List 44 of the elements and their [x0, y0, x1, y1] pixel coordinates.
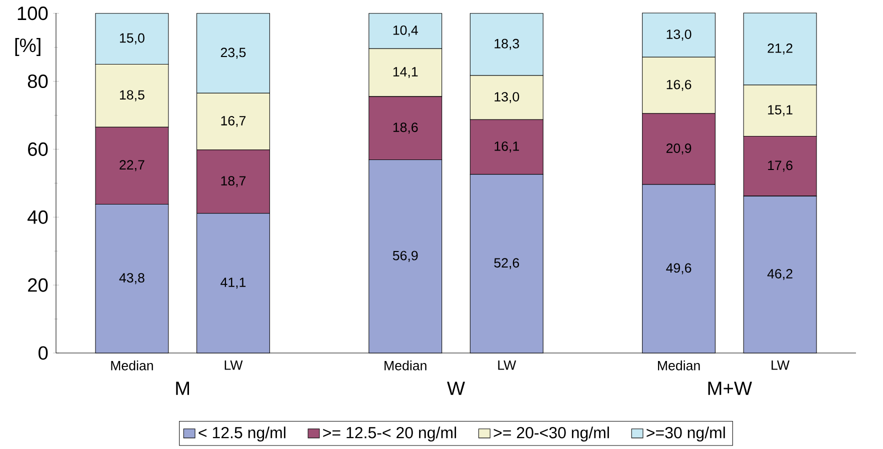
data-label: 18,5: [120, 90, 144, 102]
data-label: 16,7: [221, 116, 246, 128]
y-axis-title: [%]: [15, 38, 40, 56]
text: W: [447, 382, 465, 395]
x-tick-label: Median: [658, 360, 700, 370]
y-tick-label: 40: [28, 210, 48, 224]
data-label: 23,5: [220, 48, 246, 59]
legend-label: >=30 ng/ml: [646, 426, 725, 442]
x-tick-label: LW: [224, 360, 243, 370]
legend-label: >= 12.5-< 20 ng/ml: [323, 426, 456, 442]
data-label: 13,0: [666, 30, 692, 41]
data-label: 13,0: [494, 92, 520, 104]
data-label: 43,8: [119, 273, 144, 284]
legend-label: >= 20-<30 ng/ml: [494, 426, 609, 442]
x-tick-label: Median: [384, 360, 426, 370]
data-label: 20,9: [666, 144, 692, 155]
data-label: 14,1: [393, 67, 418, 78]
data-label: 16,6: [666, 80, 692, 91]
data-label: 52,6: [494, 258, 520, 270]
x-tick-label: LW: [498, 360, 516, 370]
data-label: 15,1: [768, 105, 792, 116]
data-label: 18,7: [221, 176, 246, 188]
data-label: 18,3: [494, 38, 520, 50]
x-tick-label: Median: [111, 360, 153, 370]
y-tick-label: 0: [38, 346, 48, 360]
data-label: 41,1: [220, 278, 246, 289]
y-tick-label: 100: [18, 6, 48, 20]
data-label: 22,7: [120, 160, 144, 172]
x-tick-label: LW: [772, 360, 790, 370]
data-label: 10,4: [393, 25, 418, 37]
data-label: 15,0: [120, 33, 144, 44]
y-tick-label: 80: [28, 74, 48, 88]
text: M: [176, 382, 189, 395]
data-label: 18,6: [393, 122, 418, 134]
data-label: 16,1: [494, 141, 519, 153]
data-label: 56,9: [392, 250, 418, 262]
data-label: 49,6: [666, 263, 692, 274]
data-label: 46,2: [767, 269, 792, 280]
data-label: 17,6: [768, 160, 792, 172]
y-tick-label: 20: [28, 278, 48, 292]
y-tick-label: 60: [28, 142, 48, 156]
legend-label: < 12.5 ng/ml: [198, 426, 286, 442]
data-label: 21,2: [768, 43, 792, 55]
text: M+W: [708, 382, 752, 395]
